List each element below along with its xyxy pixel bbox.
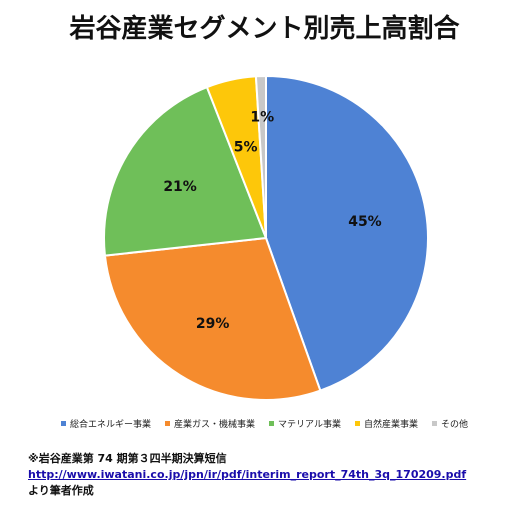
legend-swatch-4: [431, 421, 437, 426]
pie-slice-0: [265, 74, 429, 392]
source-note: ※岩谷産業第 74 期第３四半期決算短信 http://www.iwatani.…: [28, 451, 466, 499]
pie-slice-label-0: 45%: [348, 214, 382, 230]
pie-chart: 45% 29% 21% 5% 1%: [103, 74, 429, 401]
legend-label-0: 総合エネルギー事業: [70, 420, 152, 430]
pie-slice-4: [254, 74, 267, 239]
source-link[interactable]: http://www.iwatani.co.jp/jpn/ir/pdf/inte…: [28, 468, 467, 481]
legend-item-2: マテリアル事業: [269, 417, 341, 430]
source-line-3: より筆者作成: [28, 484, 94, 497]
legend-label-3: 自然産業事業: [363, 420, 418, 430]
legend-swatch-2: [269, 421, 275, 426]
legend-item-1: 産業ガス・機械事業: [165, 417, 255, 430]
legend-label-1: 産業ガス・機械事業: [174, 420, 256, 430]
legend-swatch-0: [61, 421, 66, 426]
legend-item-3: 自然産業事業: [354, 417, 418, 430]
chart-title: 岩谷産業セグメント別売上高割合: [69, 14, 460, 44]
legend-item-4: その他: [431, 417, 468, 430]
pie-slice-1: [103, 236, 322, 401]
legend-label-4: その他: [440, 420, 468, 430]
legend-label-2: マテリアル事業: [278, 420, 341, 430]
legend: 総合エネルギー事業 産業ガス・機械事業 マテリアル事業 自然産業事業 その他: [0, 417, 529, 430]
legend-swatch-3: [354, 421, 360, 426]
pie-slice-label-4: 1%: [250, 110, 274, 126]
legend-swatch-1: [165, 421, 171, 426]
legend-item-0: 総合エネルギー事業: [61, 417, 151, 430]
source-line-1: ※岩谷産業第 74 期第３四半期決算短信: [28, 452, 227, 465]
pie-slice-label-1: 29%: [196, 316, 230, 332]
pie-slice-2: [103, 85, 268, 257]
pie-slice-label-3: 5%: [234, 139, 258, 155]
pie-slice-label-2: 21%: [163, 179, 197, 195]
